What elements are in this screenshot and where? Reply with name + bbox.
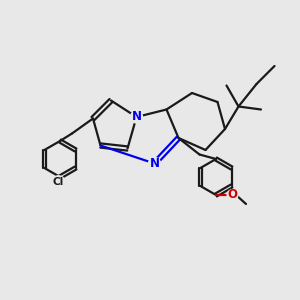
Text: N: N bbox=[149, 157, 160, 170]
Circle shape bbox=[227, 190, 238, 200]
Text: O: O bbox=[227, 188, 238, 202]
Text: Cl: Cl bbox=[53, 177, 64, 188]
Circle shape bbox=[148, 158, 160, 169]
Text: N: N bbox=[131, 110, 142, 124]
Circle shape bbox=[130, 111, 142, 123]
Circle shape bbox=[52, 176, 65, 189]
